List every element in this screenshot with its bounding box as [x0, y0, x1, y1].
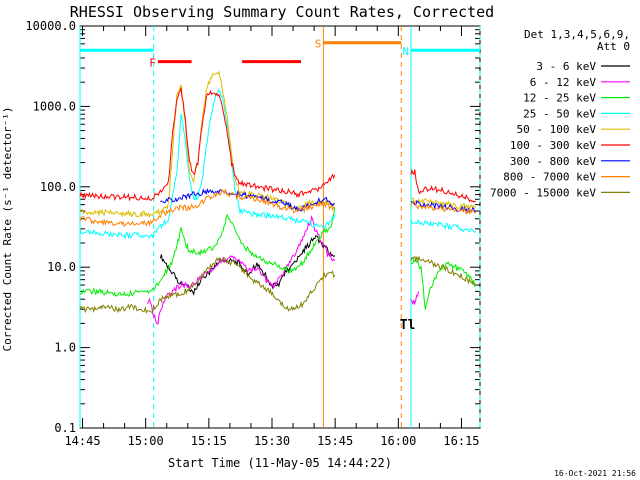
- saa-label: S: [315, 38, 322, 51]
- x-tick-label: 16:15: [443, 434, 479, 448]
- series-line: [79, 256, 336, 315]
- flare-label: F: [149, 57, 156, 70]
- legend-entry-label: 25 - 50 keV: [523, 107, 596, 120]
- legend-entry-label: 300 - 800 keV: [510, 155, 596, 168]
- legend-entry-label: 7000 - 15000 keV: [490, 186, 596, 199]
- night-label: N: [402, 45, 409, 58]
- legend-entry-label: 50 - 100 keV: [517, 123, 597, 136]
- series-line: [79, 88, 336, 240]
- y-tick-label: 10.0: [47, 260, 76, 274]
- observing-overlays: N F S Tl: [79, 26, 481, 428]
- y-tick-label: 100.0: [40, 180, 76, 194]
- x-tick-label: 15:30: [254, 434, 290, 448]
- timestamp: 16-Oct-2021 21:56: [554, 469, 636, 478]
- y-tick-label: 10000.0: [25, 19, 76, 33]
- series-line: [79, 207, 336, 298]
- x-tick-label: 15:45: [317, 434, 353, 448]
- chart-title: RHESSI Observing Summary Count Rates, Co…: [70, 3, 494, 21]
- series-line: [146, 214, 336, 325]
- legend-header: Att 0: [597, 40, 630, 53]
- series-line: [410, 168, 477, 203]
- series-line: [410, 257, 477, 310]
- x-tick-label: 14:45: [64, 434, 100, 448]
- series-line: [79, 87, 336, 202]
- x-tick-label: 16:00: [380, 434, 416, 448]
- attenuator-marker: Tl: [400, 318, 416, 333]
- plot-frame: [79, 25, 481, 429]
- x-axis-label: Start Time (11-May-05 14:44:22): [168, 456, 392, 470]
- legend-entry-label: 100 - 300 keV: [510, 139, 596, 152]
- series-line: [79, 188, 336, 228]
- legend-entry-label: 3 - 6 keV: [536, 60, 596, 73]
- legend-entry-label: 12 - 25 keV: [523, 92, 596, 105]
- series-line: [410, 201, 476, 216]
- series-line: [410, 218, 477, 234]
- x-tick-label: 15:00: [128, 434, 164, 448]
- legend-entry-label: 6 - 12 keV: [530, 76, 597, 89]
- series-line: [410, 291, 419, 306]
- series-layer: [79, 70, 477, 325]
- y-tick-label: 1.0: [54, 341, 76, 355]
- legend-header: Det 1,3,4,5,6,9,: [524, 28, 630, 41]
- y-tick-label: 1000.0: [33, 99, 76, 113]
- series-line: [410, 197, 477, 211]
- y-tick-label: 0.1: [54, 421, 76, 435]
- series-line: [410, 255, 477, 286]
- legend: Det 1,3,4,5,6,9,Att 03 - 6 keV 6 - 12 keV…: [490, 28, 630, 199]
- x-tick-label: 15:15: [191, 434, 227, 448]
- plot-axes: 0.1 1.0 10.0 100.0 1000.0 10000.0 14:45 15:00 15…: [25, 19, 481, 448]
- legend-entry-label: 800 - 7000 keV: [503, 171, 596, 184]
- y-axis-label: Corrected Count Rate (s⁻¹ detector⁻¹): [1, 106, 14, 351]
